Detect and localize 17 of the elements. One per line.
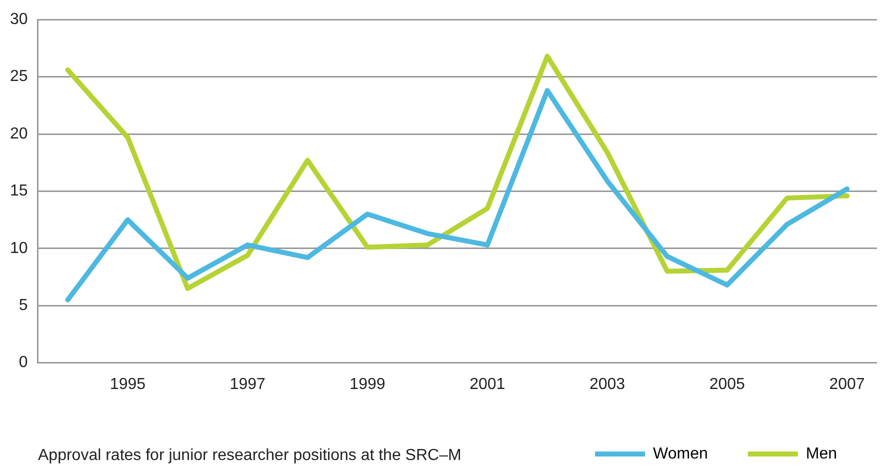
y-tick-label: 25 (10, 68, 28, 86)
x-tick-label: 1997 (230, 376, 266, 393)
x-tick-label: 2001 (470, 376, 506, 393)
y-tick-label: 20 (10, 125, 28, 142)
x-tick-label: 1995 (110, 376, 146, 393)
x-tick-label: 1999 (350, 376, 386, 393)
x-tick-label: 2005 (709, 376, 746, 393)
y-tick-label: 15 (10, 182, 28, 200)
y-tick-label: 10 (10, 240, 28, 257)
text: Approval rates for junior researcher positions at the SRC–M (38, 447, 462, 465)
x-tick-label: 2003 (589, 376, 626, 393)
y-tick-label: 30 (10, 11, 28, 28)
legend-label: Women (653, 445, 708, 462)
y-tick-label: 0 (18, 354, 28, 372)
y-tick-label: 5 (18, 297, 28, 314)
legend-label: Men (806, 445, 837, 462)
x-tick-label: 2007 (829, 376, 865, 393)
